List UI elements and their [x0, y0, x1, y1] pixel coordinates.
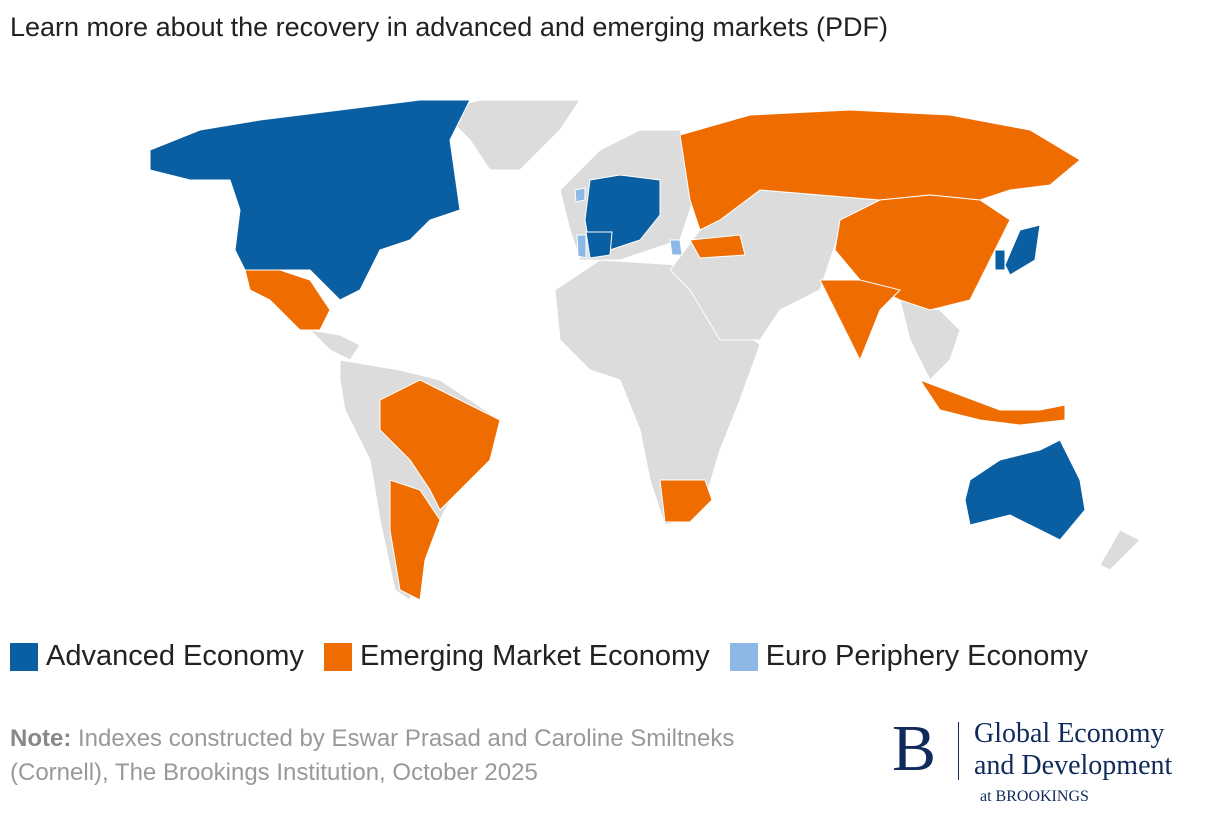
- western-europe: [584, 174, 661, 251]
- greenland: [439, 99, 581, 171]
- note-text: Indexes constructed by Eswar Prasad and …: [10, 725, 735, 786]
- china: [834, 194, 1011, 311]
- turkey: [689, 234, 746, 259]
- new-zealand: [1099, 529, 1141, 571]
- note-label: Note:: [10, 725, 72, 752]
- central-america: [308, 329, 361, 361]
- logo-letter: B: [892, 712, 937, 785]
- legend-swatch: [10, 642, 38, 671]
- australia: [964, 439, 1086, 541]
- legend-item: Advanced Economy: [10, 640, 304, 673]
- indonesia: [918, 378, 1066, 426]
- southeast-asia: [899, 299, 961, 381]
- mexico: [244, 269, 331, 331]
- argentina: [389, 479, 441, 601]
- legend-item: Euro Periphery Economy: [729, 640, 1089, 673]
- spain: [585, 231, 613, 259]
- japan: [1004, 224, 1041, 276]
- note: Note: Indexes constructed by Eswar Prasa…: [10, 722, 790, 790]
- brazil: [379, 379, 501, 511]
- ireland: [574, 187, 586, 203]
- south-korea: [994, 249, 1006, 271]
- legend-item: Emerging Market Economy: [323, 640, 710, 673]
- logo-subline: at BROOKINGS: [980, 788, 1089, 805]
- legend-swatch: [729, 642, 758, 671]
- legend-label: Euro Periphery Economy: [765, 640, 1089, 672]
- title-link[interactable]: Learn more about the recovery in advance…: [10, 12, 888, 42]
- south-africa: [659, 479, 713, 523]
- legend-label: Emerging Market Economy: [359, 640, 710, 672]
- logo-line: and Development: [974, 750, 1173, 781]
- world-map: [149, 99, 1141, 601]
- legend: Advanced Economy Emerging Market Economy…: [10, 640, 1088, 673]
- north-america: [149, 99, 471, 301]
- logo-line: Global Economy: [974, 718, 1165, 749]
- legend-swatch: [323, 642, 352, 671]
- logo-rule: [958, 722, 959, 780]
- legend-label: Advanced Economy: [46, 640, 304, 672]
- india: [819, 279, 901, 362]
- portugal: [576, 234, 587, 259]
- greece: [669, 239, 683, 256]
